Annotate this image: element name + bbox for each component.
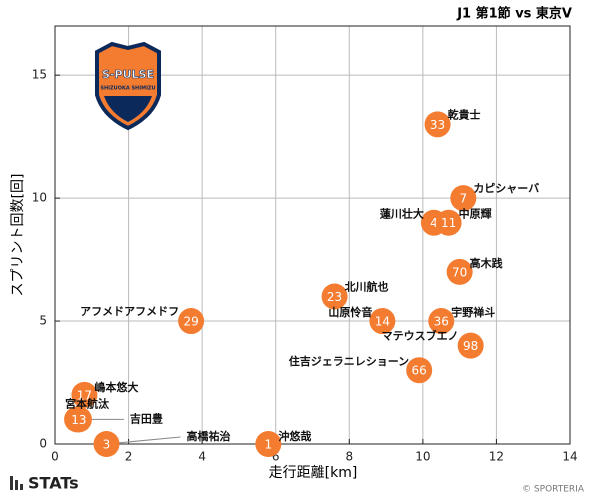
x-tick-label: 12 (489, 450, 504, 464)
point-name: 中原輝 (459, 207, 492, 221)
point-number: 7 (460, 192, 468, 206)
point-number: 33 (430, 118, 445, 132)
point-name: マテウスブエノ (382, 329, 459, 343)
point (321, 283, 348, 310)
point-name: 蓮川壮大 (380, 207, 424, 221)
point-number: 3 (103, 438, 111, 452)
point-name: 山原怜音 (328, 305, 372, 319)
y-tick-label: 5 (39, 314, 47, 328)
point-name: 沖悠哉 (278, 429, 311, 443)
logo: S-PULSE SHIZUOKA SHIMIZU (95, 41, 161, 131)
point (65, 406, 92, 433)
x-tick-label: 4 (198, 450, 206, 464)
point-number: 98 (463, 339, 478, 353)
point-name: 北川航也 (345, 279, 389, 293)
point (71, 381, 98, 408)
point-name: カピシャーバ (473, 182, 539, 195)
x-tick-label: 14 (562, 450, 577, 464)
x-tick-label: 2 (125, 450, 133, 464)
y-tick-label: 10 (32, 191, 47, 205)
point-number: 11 (441, 216, 456, 230)
point (457, 332, 484, 359)
point (178, 308, 205, 335)
point (446, 258, 473, 285)
x-axis-label: 走行距離[km] (269, 464, 358, 481)
x-tick-label: 0 (51, 450, 59, 464)
point (435, 209, 462, 236)
point-name: 高橋祐治 (187, 429, 231, 443)
brand: STATs (10, 474, 79, 493)
logo-sub: SHIZUOKA SHIMIZU (100, 86, 155, 92)
x-tick-label: 10 (415, 450, 430, 464)
logo-name: S-PULSE (102, 68, 154, 81)
brand-icon (15, 480, 18, 490)
logo-stripe (104, 96, 152, 122)
point (93, 431, 120, 457)
y-tick-label: 0 (39, 437, 47, 451)
point (450, 185, 477, 212)
plot-frame (54, 25, 571, 445)
point-number: 4 (430, 216, 438, 230)
brand-name: STATs (28, 474, 79, 493)
point-number: 36 (434, 315, 449, 329)
point (255, 431, 282, 457)
point (369, 308, 396, 335)
point-name: 乾貴士 (448, 107, 481, 121)
y-axis-label: スプリント回数[回] (10, 174, 26, 297)
point-number: 13 (71, 413, 86, 427)
y-tick-label: 15 (32, 68, 47, 82)
chart-title: J1 第1節 vs 東京V (456, 6, 572, 22)
credit: © SPORTERIA (522, 485, 585, 495)
point-number: 1 (265, 438, 273, 452)
point (428, 308, 455, 335)
point-name: 嶋本悠大 (94, 380, 138, 394)
point-name: アフメドアフメドフ (80, 305, 179, 318)
point-name: 吉田豊 (130, 411, 163, 425)
point-name: 宇野禅斗 (451, 305, 495, 319)
point-name: 住吉ジェラニレショーン (289, 354, 409, 368)
point-name: 高木践 (470, 256, 503, 270)
point-number: 23 (327, 290, 342, 304)
point (406, 357, 433, 384)
point-number: 66 (412, 364, 427, 378)
brand-icon (20, 484, 23, 490)
brand-icon (10, 476, 13, 490)
point-number: 14 (375, 315, 390, 329)
point (424, 111, 451, 138)
x-tick-label: 8 (345, 450, 353, 464)
point-number: 17 (77, 388, 92, 402)
point-name: 宮本航汰 (65, 396, 110, 410)
x-tick-label: 6 (272, 450, 280, 464)
point-number: 29 (183, 315, 198, 329)
point-number: 70 (452, 265, 467, 279)
